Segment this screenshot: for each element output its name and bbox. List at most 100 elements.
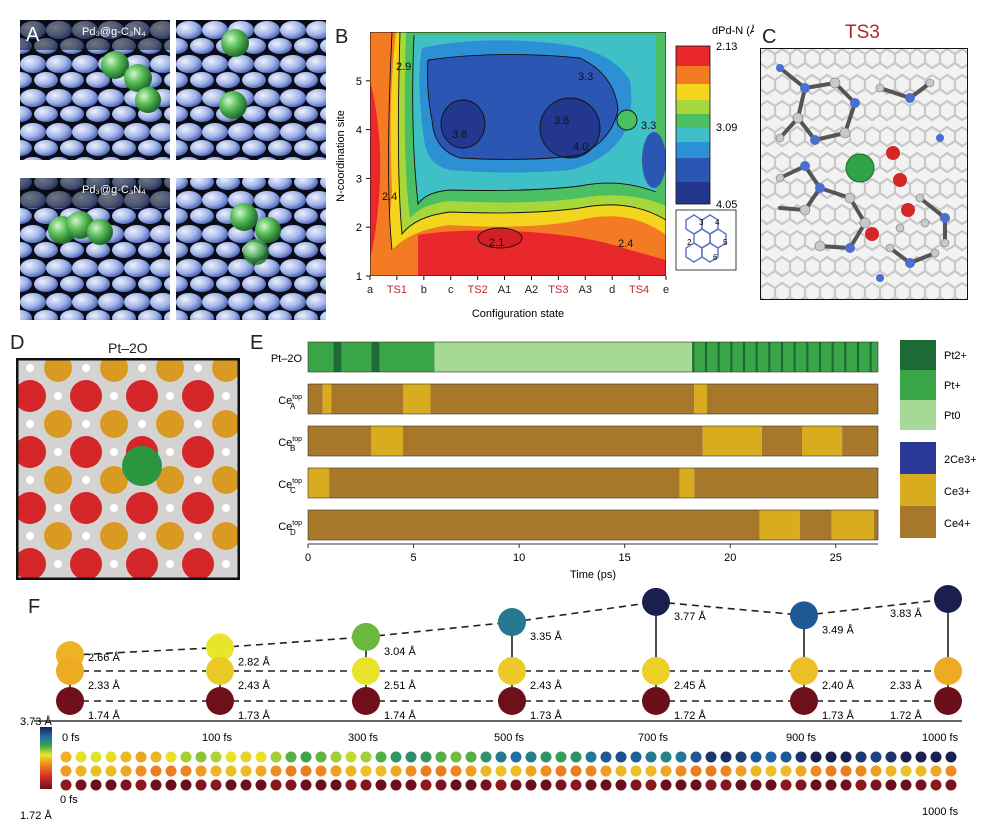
f-strip-dot [645, 751, 657, 763]
f-strip-dot [90, 765, 102, 777]
gap [138, 364, 146, 372]
e-segment [704, 342, 708, 372]
colorbar-max: 2.13 [716, 41, 737, 53]
f-strip-dot [375, 765, 387, 777]
f-mid-dist: 2.45 Å [674, 679, 706, 692]
e-segment [755, 342, 758, 372]
f-bot-dist: 1.73 Å [822, 709, 854, 722]
ce-atom [44, 358, 72, 382]
e-row-label: Pt–2O [271, 353, 303, 365]
f-strip-dot [105, 779, 117, 791]
f-strip-dot [840, 765, 852, 777]
e-segment [844, 342, 847, 372]
o-atom [182, 492, 214, 524]
f-strip-dot [210, 751, 222, 763]
f-strip-dot [150, 765, 162, 777]
x-tick-label: b [421, 284, 427, 296]
f-strip-dot [645, 779, 657, 791]
e-segment [692, 342, 695, 372]
f-time-label: 1000 fs [922, 732, 959, 744]
f-strip-dot [105, 751, 117, 763]
f-strip-dot [780, 751, 792, 763]
ce-atom [100, 410, 128, 438]
legend-ce4: Ce4+ [944, 518, 971, 530]
f-strip-dot [75, 765, 87, 777]
f-time-label: 300 fs [348, 732, 378, 744]
f-mid-dist: 2.40 Å [822, 679, 854, 692]
e-segment [308, 510, 760, 540]
e-row-label: Cetop D [278, 520, 302, 537]
f-strip-dot [375, 779, 387, 791]
f-strip-dot [570, 751, 582, 763]
f-strip-dot [690, 765, 702, 777]
f-strip-dot [450, 765, 462, 777]
f-strip-dot [645, 765, 657, 777]
f-strip-dot [855, 779, 867, 791]
f-strip-dot [315, 751, 327, 763]
f-strip-dot [855, 765, 867, 777]
e-segment [730, 342, 733, 372]
f-strip-dot [135, 765, 147, 777]
o-atom [16, 492, 46, 524]
colorbar-title: dPd-N (Å) [712, 24, 754, 37]
f-strip-dot [585, 751, 597, 763]
f-scale-max: 3.73 Å [20, 715, 52, 728]
gap [54, 504, 62, 512]
gap [26, 364, 34, 372]
site-label: 2 [687, 238, 692, 247]
f-bot-atom [56, 687, 84, 715]
f-strip-dot [180, 779, 192, 791]
gap [54, 392, 62, 400]
f-strip-dot [270, 779, 282, 791]
site-label: 5 [723, 238, 728, 247]
e-segment [694, 468, 878, 498]
f-strip-dot [540, 779, 552, 791]
e-segment [308, 384, 323, 414]
f-strip-dot [615, 751, 627, 763]
o-atom [70, 548, 102, 580]
legend-pt2: Pt2+ [944, 350, 967, 362]
e-segment [780, 342, 784, 372]
legend-ce2: 2Ce3+ [944, 454, 977, 466]
f-time-label: 500 fs [494, 732, 524, 744]
gap [222, 560, 230, 568]
f-strip-dot [465, 751, 477, 763]
e-segment [331, 384, 403, 414]
e-segment [341, 342, 372, 372]
f-strip-dot [480, 779, 492, 791]
f-strip-dot [660, 765, 672, 777]
f-time-label: 700 fs [638, 732, 668, 744]
f-top-dist: 3.35 Å [530, 630, 562, 643]
o-atom [16, 436, 46, 468]
f-strip-dot [825, 765, 837, 777]
gap [54, 448, 62, 456]
gap [82, 420, 90, 428]
e-segment [371, 342, 380, 372]
f-strip-dot [420, 765, 432, 777]
f-top-trend [365, 621, 513, 638]
y-tick-label: 3 [356, 173, 362, 185]
e-segment [873, 510, 878, 540]
f-strip-dot [615, 779, 627, 791]
f-strip-dot [585, 779, 597, 791]
e-segment [333, 342, 342, 372]
e-segment [679, 468, 695, 498]
f-strip-dot [660, 751, 672, 763]
colorbar-mid: 3.09 [716, 122, 737, 134]
f-mid-dist: 2.43 Å [530, 679, 562, 692]
gap [194, 476, 202, 484]
x-tick-label: d [609, 284, 615, 296]
f-strip-dot [195, 779, 207, 791]
f-strip-dot [210, 779, 222, 791]
gap [26, 532, 34, 540]
ce-atom [212, 522, 240, 550]
f-top-trend [69, 646, 221, 656]
f-strip-dot [390, 751, 402, 763]
f-top-atom [642, 587, 670, 616]
panel-b-contour: 2.9 3.3 3.8 3.8 4.0 3.3 2.4 2.1 2.4 1 2 3 4… [335, 24, 754, 320]
e-segment [329, 468, 680, 498]
f-strip-dot [885, 765, 897, 777]
f-bot-atom [934, 687, 962, 715]
f-strip-dot [600, 751, 612, 763]
panel-e-letter: E [250, 332, 264, 354]
